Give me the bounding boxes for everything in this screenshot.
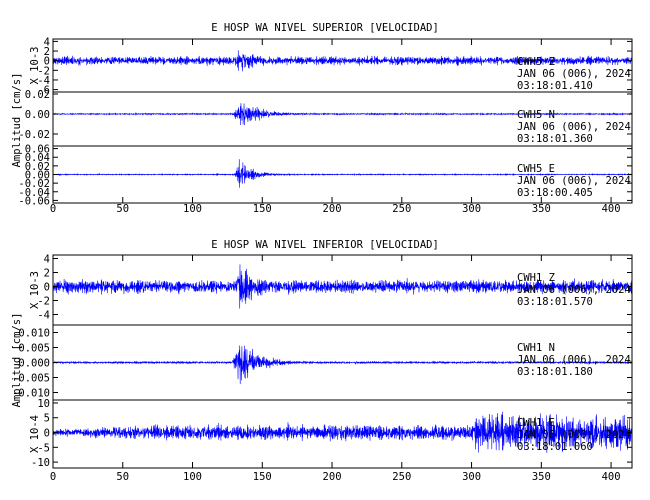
waveform-trace — [52, 411, 633, 453]
y-tick-label: -0.06 — [18, 195, 50, 207]
x-tick-label: 150 — [253, 471, 272, 483]
x-tick-label: 200 — [323, 471, 342, 483]
x-tick-label: 250 — [392, 203, 411, 215]
date-label: JAN 06 (006), 2024 — [517, 429, 631, 441]
y-tick-label: 10 — [37, 398, 50, 410]
y-tick-label: -0.02 — [18, 178, 50, 190]
y-tick-label: 0.04 — [25, 152, 50, 164]
channel-label: CWH5 Z — [517, 56, 555, 68]
date-label: JAN 06 (006), 2024 — [517, 354, 631, 366]
y-tick-label: -0.04 — [18, 187, 50, 199]
channel-label: CWH5 N — [517, 109, 555, 121]
x-tick-label: 0 — [50, 203, 56, 215]
scale-multiplier-label: X 10-4 — [29, 415, 41, 453]
y-tick-label: 0.06 — [25, 144, 50, 156]
channel-label: CWH1 E — [517, 417, 555, 429]
y-tick-label: 2 — [44, 268, 50, 280]
time-label: 03:18:00.405 — [517, 187, 593, 199]
waveform-trace — [52, 159, 633, 188]
y-tick-label: 0.010 — [18, 328, 50, 340]
chart-title: E HOSP WA NIVEL SUPERIOR [VELOCIDAD] — [211, 22, 439, 34]
x-tick-label: 100 — [183, 203, 202, 215]
panel-frame — [52, 399, 633, 469]
y-tick-label: 0 — [44, 428, 50, 440]
y-tick-label: -2 — [37, 296, 50, 308]
y-tick-label: -2 — [37, 65, 50, 77]
chart-title: E HOSP WA NIVEL INFERIOR [VELOCIDAD] — [211, 239, 439, 251]
x-tick-label: 150 — [253, 203, 272, 215]
y-tick-label: 0.02 — [25, 161, 50, 173]
time-label: 03:18:01.360 — [517, 133, 593, 145]
date-label: JAN 06 (006), 2024 — [517, 284, 631, 296]
x-tick-label: 350 — [532, 203, 551, 215]
y-axis-label: Amplitud [cm/s] — [11, 73, 23, 168]
x-tick-label: 200 — [323, 203, 342, 215]
y-tick-label: -5 — [37, 442, 50, 454]
y-tick-label: -0.005 — [12, 373, 50, 385]
time-label: 03:18:01.060 — [517, 441, 593, 453]
y-tick-label: 4 — [44, 36, 50, 48]
y-tick-label: 2 — [44, 46, 50, 58]
y-tick-label: 5 — [44, 413, 50, 425]
x-tick-label: 400 — [602, 471, 621, 483]
scale-multiplier-label: X 10-3 — [29, 271, 41, 309]
x-tick-label: 350 — [532, 471, 551, 483]
x-tick-label: 0 — [50, 471, 56, 483]
date-label: JAN 06 (006), 2024 — [517, 121, 631, 133]
x-tick-label: 100 — [183, 471, 202, 483]
y-tick-label: 0.02 — [25, 89, 50, 101]
channel-label: CWH1 Z — [517, 272, 555, 284]
y-tick-label: -4 — [37, 75, 50, 87]
y-tick-label: 0 — [44, 282, 50, 294]
date-label: JAN 06 (006), 2024 — [517, 175, 631, 187]
waveform-trace — [52, 264, 633, 309]
time-label: 03:18:01.570 — [517, 296, 593, 308]
channel-label: CWH5 E — [517, 163, 555, 175]
scale-multiplier-label: X 10-3 — [29, 47, 41, 85]
waveform-trace — [52, 50, 633, 72]
waveform-trace — [52, 345, 633, 385]
y-tick-label: 4 — [44, 254, 50, 266]
x-tick-label: 400 — [602, 203, 621, 215]
traces-layer — [52, 50, 633, 453]
y-tick-label: -0.02 — [18, 129, 50, 141]
y-tick-label: 0.00 — [25, 109, 50, 121]
y-tick-label: 0.00 — [25, 170, 50, 182]
x-tick-label: 50 — [116, 471, 129, 483]
date-label: JAN 06 (006), 2024 — [517, 68, 631, 80]
frames-layer — [52, 38, 633, 469]
y-axis-label: Amplitud [cm/s] — [11, 313, 23, 408]
x-tick-label: 50 — [116, 203, 129, 215]
waveform-trace — [52, 103, 633, 126]
channel-label: CWH1 N — [517, 342, 555, 354]
time-label: 03:18:01.180 — [517, 366, 593, 378]
y-tick-label: 0.005 — [18, 343, 50, 355]
y-tick-label: -10 — [31, 457, 50, 469]
y-tick-label: -4 — [37, 310, 50, 322]
y-tick-label: 0 — [44, 56, 50, 68]
y-tick-label: -6 — [37, 85, 50, 97]
time-label: 03:18:01.410 — [517, 80, 593, 92]
x-tick-label: 300 — [462, 203, 481, 215]
labels-layer: E HOSP WA NIVEL SUPERIOR [VELOCIDAD] Ampl… — [11, 22, 631, 483]
x-tick-label: 250 — [392, 471, 411, 483]
x-tick-label: 300 — [462, 471, 481, 483]
y-tick-label: -0.010 — [12, 388, 50, 400]
y-tick-label: 0.000 — [18, 358, 50, 370]
